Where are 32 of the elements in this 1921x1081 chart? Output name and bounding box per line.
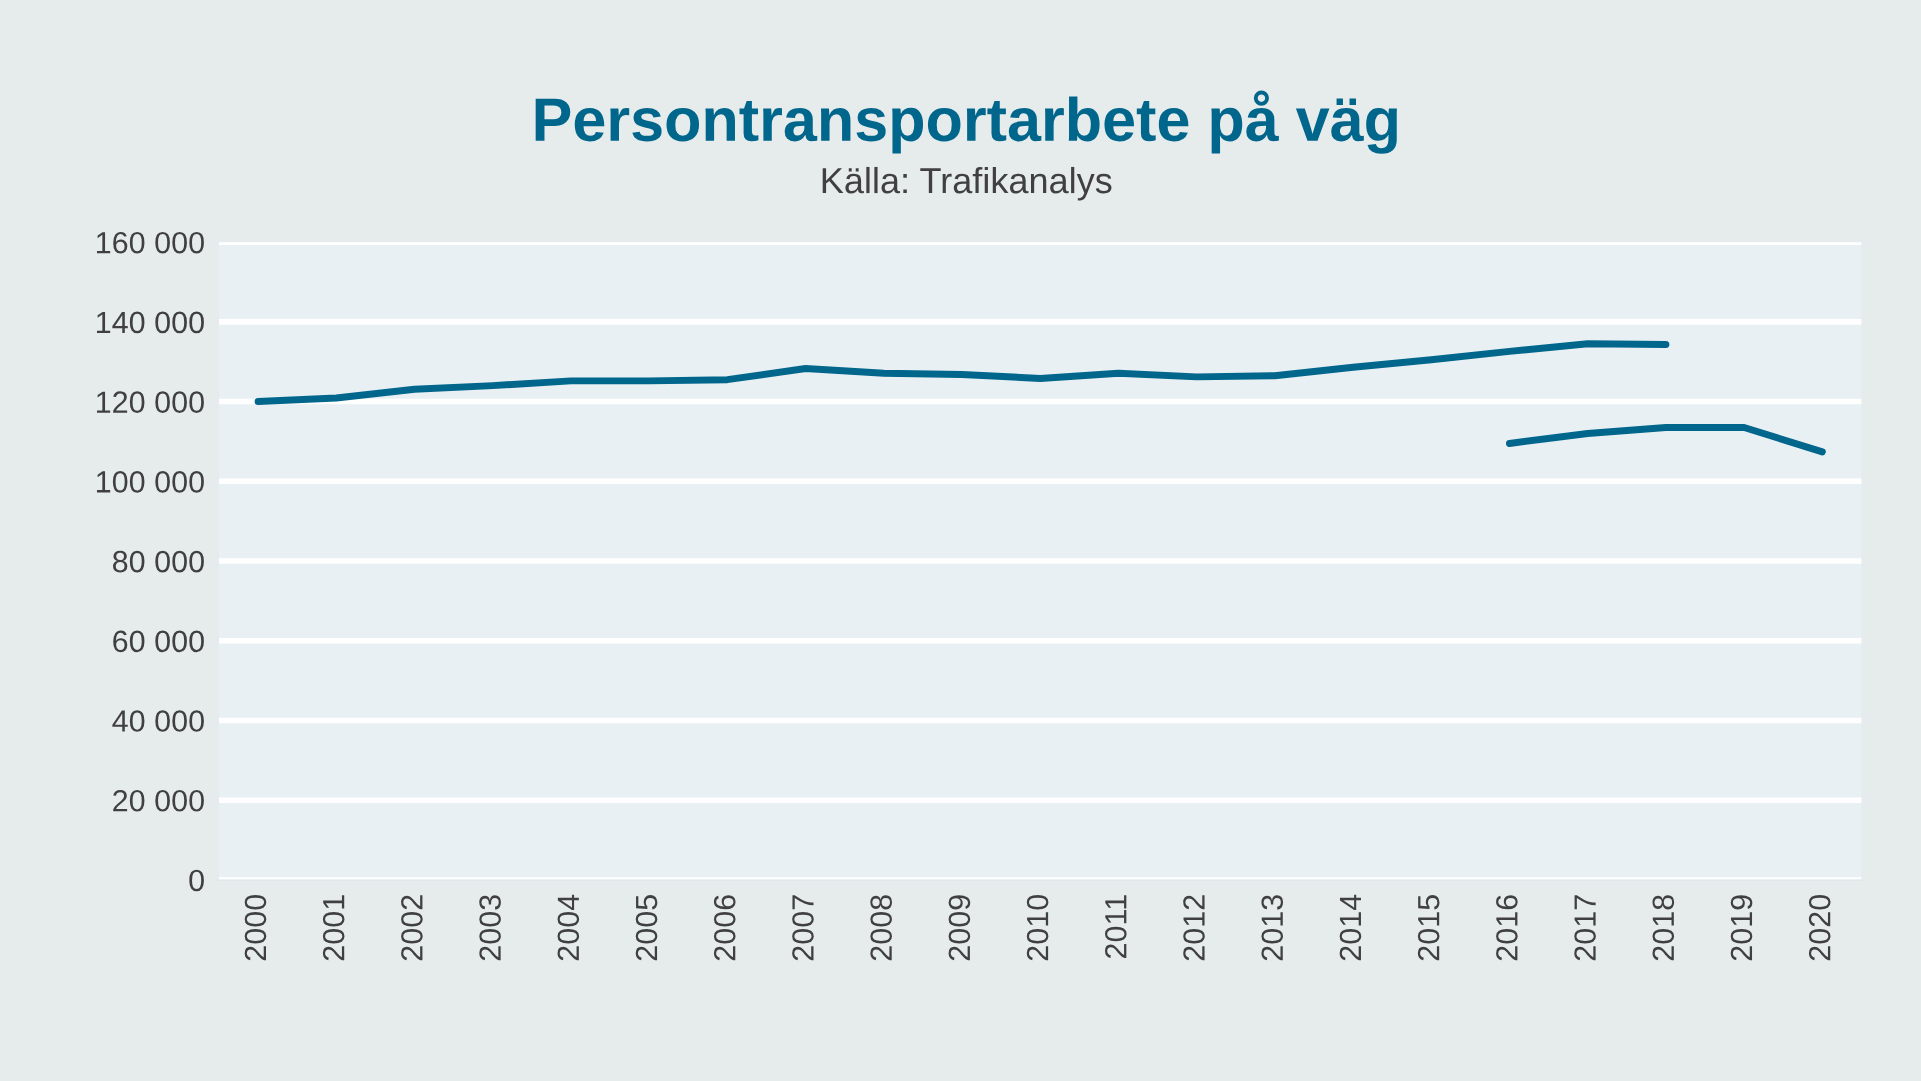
x-tick-label: 2010 xyxy=(1026,895,1049,961)
x-tick-label: 2018 xyxy=(1652,895,1675,961)
x-tick-label: 2011 xyxy=(1105,895,1127,958)
x-tick-label: 2007 xyxy=(792,895,814,961)
x-tick-label: 2006 xyxy=(713,895,736,961)
x-tick-label: 2014 xyxy=(1339,894,1362,961)
x-tick-label: 2005 xyxy=(635,895,658,961)
y-tick-label: 40 000 xyxy=(112,710,204,732)
x-tick-label: 2003 xyxy=(479,895,501,961)
x-tick-label: 2016 xyxy=(1496,895,1518,961)
x-tick-label: 2008 xyxy=(870,895,892,961)
y-tick-label: 140 000 xyxy=(97,311,204,334)
x-tick-label: 2009 xyxy=(948,895,971,961)
y-tick-label: 0 xyxy=(189,869,204,892)
y-tick-label: 20 000 xyxy=(113,789,204,812)
y-tick-label: 100 000 xyxy=(97,471,204,493)
x-tick-label: 2019 xyxy=(1730,895,1753,961)
x-tick-label: 2004 xyxy=(557,894,580,961)
x-tick-label: 2000 xyxy=(244,895,267,961)
x-tick-label: 2015 xyxy=(1417,895,1440,961)
y-tick-label: 60 000 xyxy=(113,630,204,653)
x-tick-label: 2001 xyxy=(322,895,345,961)
y-tick-label: 120 000 xyxy=(97,391,204,413)
y-tick-label: 80 000 xyxy=(112,550,204,573)
chart-title: Persontransportarbete på väg xyxy=(535,90,1397,154)
x-tick-label: 2020 xyxy=(1808,895,1831,961)
x-tick-label: 2013 xyxy=(1261,895,1284,961)
chart-subtitle: Källa: Trafikanalys xyxy=(822,166,1112,201)
x-tick-label: 2017 xyxy=(1574,895,1596,961)
x-tick-label: 2012 xyxy=(1183,895,1205,961)
x-tick-label: 2002 xyxy=(401,895,423,961)
y-tick-label: 160 000 xyxy=(97,231,204,254)
